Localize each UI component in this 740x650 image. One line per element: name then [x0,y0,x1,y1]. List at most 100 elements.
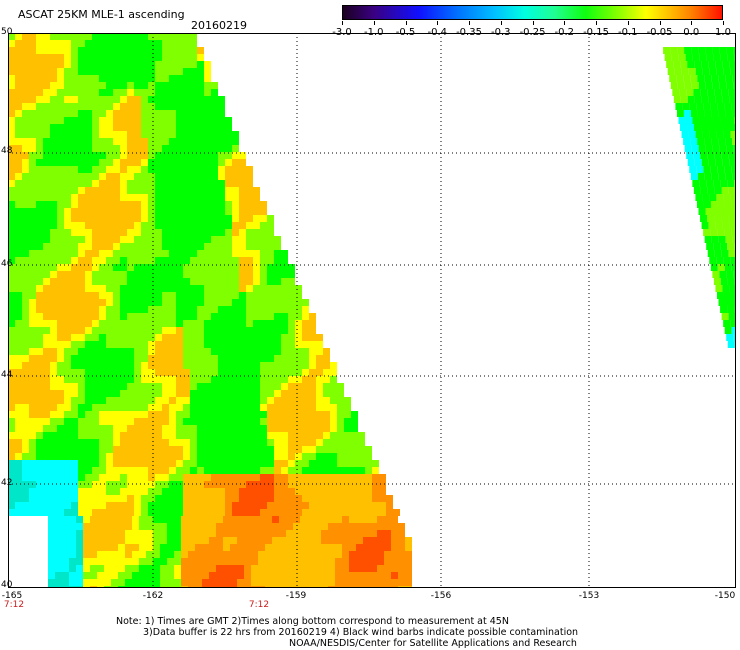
swath-cell [64,131,71,138]
swath-cell [43,40,50,47]
swath-cell [57,271,64,278]
swath-cell [370,565,377,572]
swath-cell [260,278,267,285]
swath-cell [716,131,724,138]
swath-cell [64,68,71,75]
swath-cell [57,460,64,467]
swath-cell [372,488,379,495]
swath-cell [64,110,71,117]
swath-cell [251,516,258,523]
swath-cell [225,411,232,418]
note-line-3: NOAA/NESDIS/Center for Satellite Applica… [289,638,577,649]
graticule [8,33,736,588]
swath-cell [281,257,288,264]
swath-cell [682,103,690,110]
swath-cell [155,376,162,383]
swath-cell [258,537,265,544]
swath-cell [113,82,120,89]
swath-cell [188,544,195,551]
swath-cell [356,565,363,572]
swath-cell [260,411,267,418]
swath-cell [141,215,148,222]
swath-cell [36,187,43,194]
swath-cell [22,40,29,47]
swath-cell [715,124,723,131]
swath-cell [62,516,69,523]
swath-cell [365,488,372,495]
swath-cell [71,376,78,383]
swath-cell [342,544,349,551]
swath-cell [225,166,232,173]
swath-cell [316,390,323,397]
swath-cell [69,544,76,551]
swath-cell [36,173,43,180]
swath-cell [225,362,232,369]
swath-cell [50,89,57,96]
swath-cell [281,432,288,439]
swath-cell [64,236,71,243]
swath-cell [197,334,204,341]
swath-cell [106,418,113,425]
swath-cell [132,551,139,558]
swath-cell [85,215,92,222]
swath-cell [64,467,71,474]
swath-cell [92,313,99,320]
swath-cell [85,355,92,362]
swath-cell [718,75,726,82]
swath-cell [176,264,183,271]
swath-cell [281,271,288,278]
swath-cell [162,222,169,229]
swath-cell [211,89,218,96]
swath-cell [190,383,197,390]
swath-cell [267,432,274,439]
swath-cell [246,341,253,348]
swath-cell [733,145,736,152]
swath-cell [190,502,197,509]
swath-cell [274,292,281,299]
swath-cell [155,257,162,264]
swath-cell [190,103,197,110]
swath-cell [120,327,127,334]
swath-cell [106,173,113,180]
swath-cell [85,278,92,285]
swath-cell [8,278,15,285]
swath-cell [43,61,50,68]
swath-cell [232,173,239,180]
swath-cell [342,579,349,586]
swath-cell [50,306,57,313]
swath-cell [204,474,211,481]
swath-cell [715,96,723,103]
swath-cell [204,467,211,474]
swath-cell [106,75,113,82]
swath-cell [85,82,92,89]
swath-cell [225,488,232,495]
swath-cell [719,271,727,278]
swath-cell [71,229,78,236]
swath-cell [274,236,281,243]
swath-cell [169,250,176,257]
swath-cell [113,222,120,229]
swath-cell [167,572,174,579]
swath-cell [15,502,22,509]
swath-cell [43,103,50,110]
swath-cell [723,320,731,327]
swath-cell [711,75,719,82]
swath-cell [272,551,279,558]
swath-cell [146,523,153,530]
swath-cell [50,54,57,61]
swath-cell [78,502,85,509]
swath-cell [204,250,211,257]
swath-cell [176,299,183,306]
swath-cell [188,558,195,565]
swath-cell [8,467,15,474]
swath-cell [218,292,225,299]
swath-cell [120,474,127,481]
swath-cell [363,551,370,558]
swath-cell [36,425,43,432]
swath-cell [267,348,274,355]
swath-cell [36,89,43,96]
swath-cell [120,355,127,362]
swath-cell [160,544,167,551]
swath-cell [309,460,316,467]
swath-cell [197,257,204,264]
